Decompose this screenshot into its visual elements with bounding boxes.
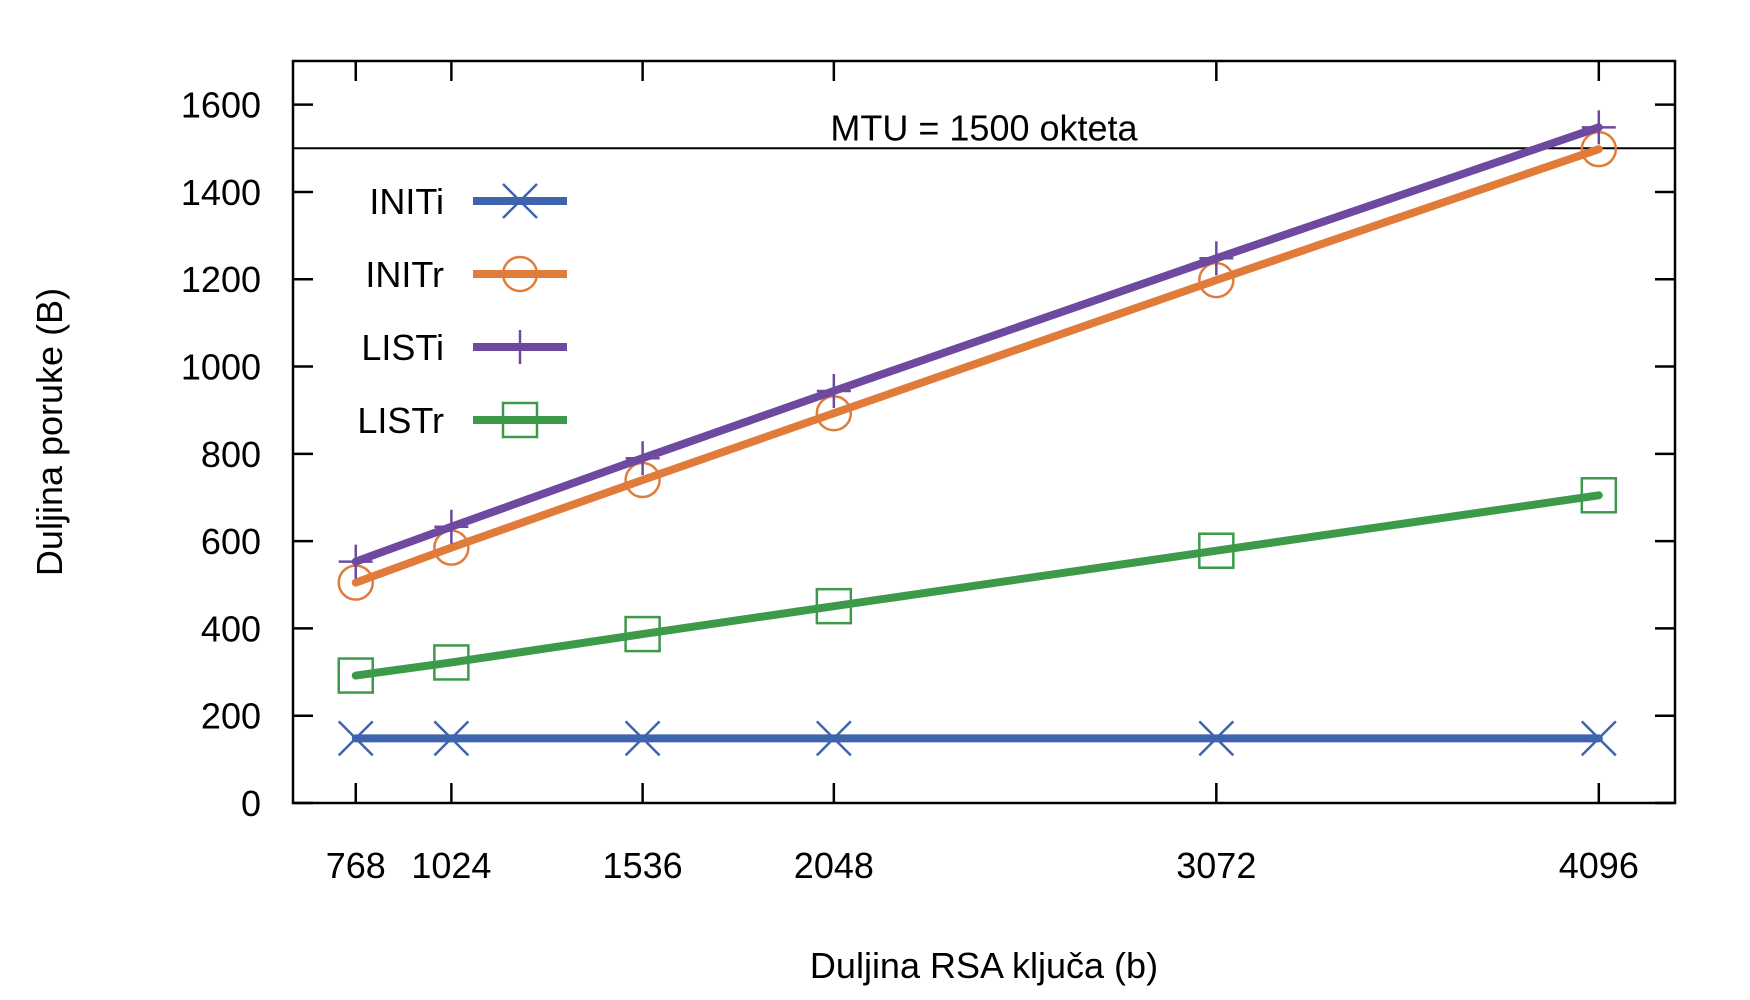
data-point-listi — [1581, 110, 1616, 145]
data-point-listr — [433, 644, 470, 681]
legend-item-initr: INITr — [365, 254, 567, 295]
y-tick-label: 1000 — [181, 347, 261, 388]
legend-marker — [501, 255, 539, 293]
series-line-listi — [351, 123, 1603, 566]
data-point-initi — [1198, 720, 1235, 757]
legend-item-listr: LISTr — [357, 400, 567, 441]
y-tick-label: 1600 — [181, 85, 261, 126]
plot-frame — [291, 59, 1677, 805]
data-point-initi — [1580, 720, 1617, 757]
legend-label: INITr — [365, 254, 444, 295]
axis-ticks: 0 200 400 600 800 1000 1200 1400 1600 768 1024 1536… — [181, 61, 1675, 886]
y-axis-label: Duljina poruke (B) — [29, 288, 70, 576]
mtu-reference-label: MTU = 1500 okteta — [830, 107, 1138, 148]
x-tick-label: 1024 — [411, 845, 491, 886]
y-tick-label: 1200 — [181, 259, 261, 300]
legend-marker — [503, 330, 537, 364]
data-point-listr — [815, 587, 853, 625]
legend-label: LISTi — [361, 327, 444, 368]
y-tick-label: 800 — [201, 434, 261, 475]
x-tick-label: 3072 — [1176, 845, 1256, 886]
data-point-listi — [338, 544, 373, 579]
marker-shape — [501, 255, 539, 293]
marker-stroke — [815, 720, 852, 757]
y-tick-label: 0 — [241, 783, 261, 824]
plot-area: MTU = 1500 okteta — [293, 107, 1675, 757]
data-point-listi — [625, 441, 660, 476]
legend-label: LISTr — [357, 400, 444, 441]
marker-stroke — [433, 720, 470, 757]
marker-stroke — [624, 720, 661, 757]
marker-shape — [1580, 477, 1618, 514]
marker-stroke — [337, 720, 374, 757]
data-point-listr — [1198, 532, 1235, 569]
x-axis-label: Duljina RSA ključa (b) — [810, 945, 1158, 986]
data-point-initi — [433, 720, 470, 757]
y-tick-label: 400 — [201, 608, 261, 649]
data-point-listr — [1580, 477, 1618, 514]
legend: INITi INITr LISTi LISTr — [357, 181, 567, 441]
y-tick-label: 200 — [201, 696, 261, 737]
marker-stroke — [1580, 720, 1617, 757]
data-point-listr — [624, 615, 661, 653]
marker-shape — [1198, 532, 1235, 569]
data-point-listi — [816, 373, 851, 408]
data-point-listi — [434, 509, 469, 544]
y-tick-label: 1400 — [181, 172, 261, 213]
marker-stroke — [502, 183, 538, 219]
data-point-listr — [337, 657, 375, 694]
marker-shape — [337, 657, 375, 694]
legend-marker — [502, 183, 538, 219]
x-tick-label: 768 — [326, 845, 386, 886]
x-tick-label: 4096 — [1559, 845, 1639, 886]
marker-shape — [624, 615, 661, 653]
marker-stroke — [1198, 720, 1235, 757]
marker-shape — [501, 401, 539, 439]
marker-shape — [433, 644, 470, 681]
data-point-listi — [1199, 241, 1234, 276]
y-tick-label: 600 — [201, 521, 261, 562]
marker-shape — [815, 587, 853, 625]
data-point-initi — [337, 720, 374, 757]
legend-item-listi: LISTi — [361, 327, 567, 368]
legend-item-initi: INITi — [369, 181, 567, 222]
x-tick-label: 1536 — [603, 845, 683, 886]
legend-marker — [501, 401, 539, 439]
legend-label: INITi — [369, 181, 444, 222]
x-tick-label: 2048 — [794, 845, 874, 886]
data-point-initi — [624, 720, 661, 757]
data-point-initi — [815, 720, 852, 757]
